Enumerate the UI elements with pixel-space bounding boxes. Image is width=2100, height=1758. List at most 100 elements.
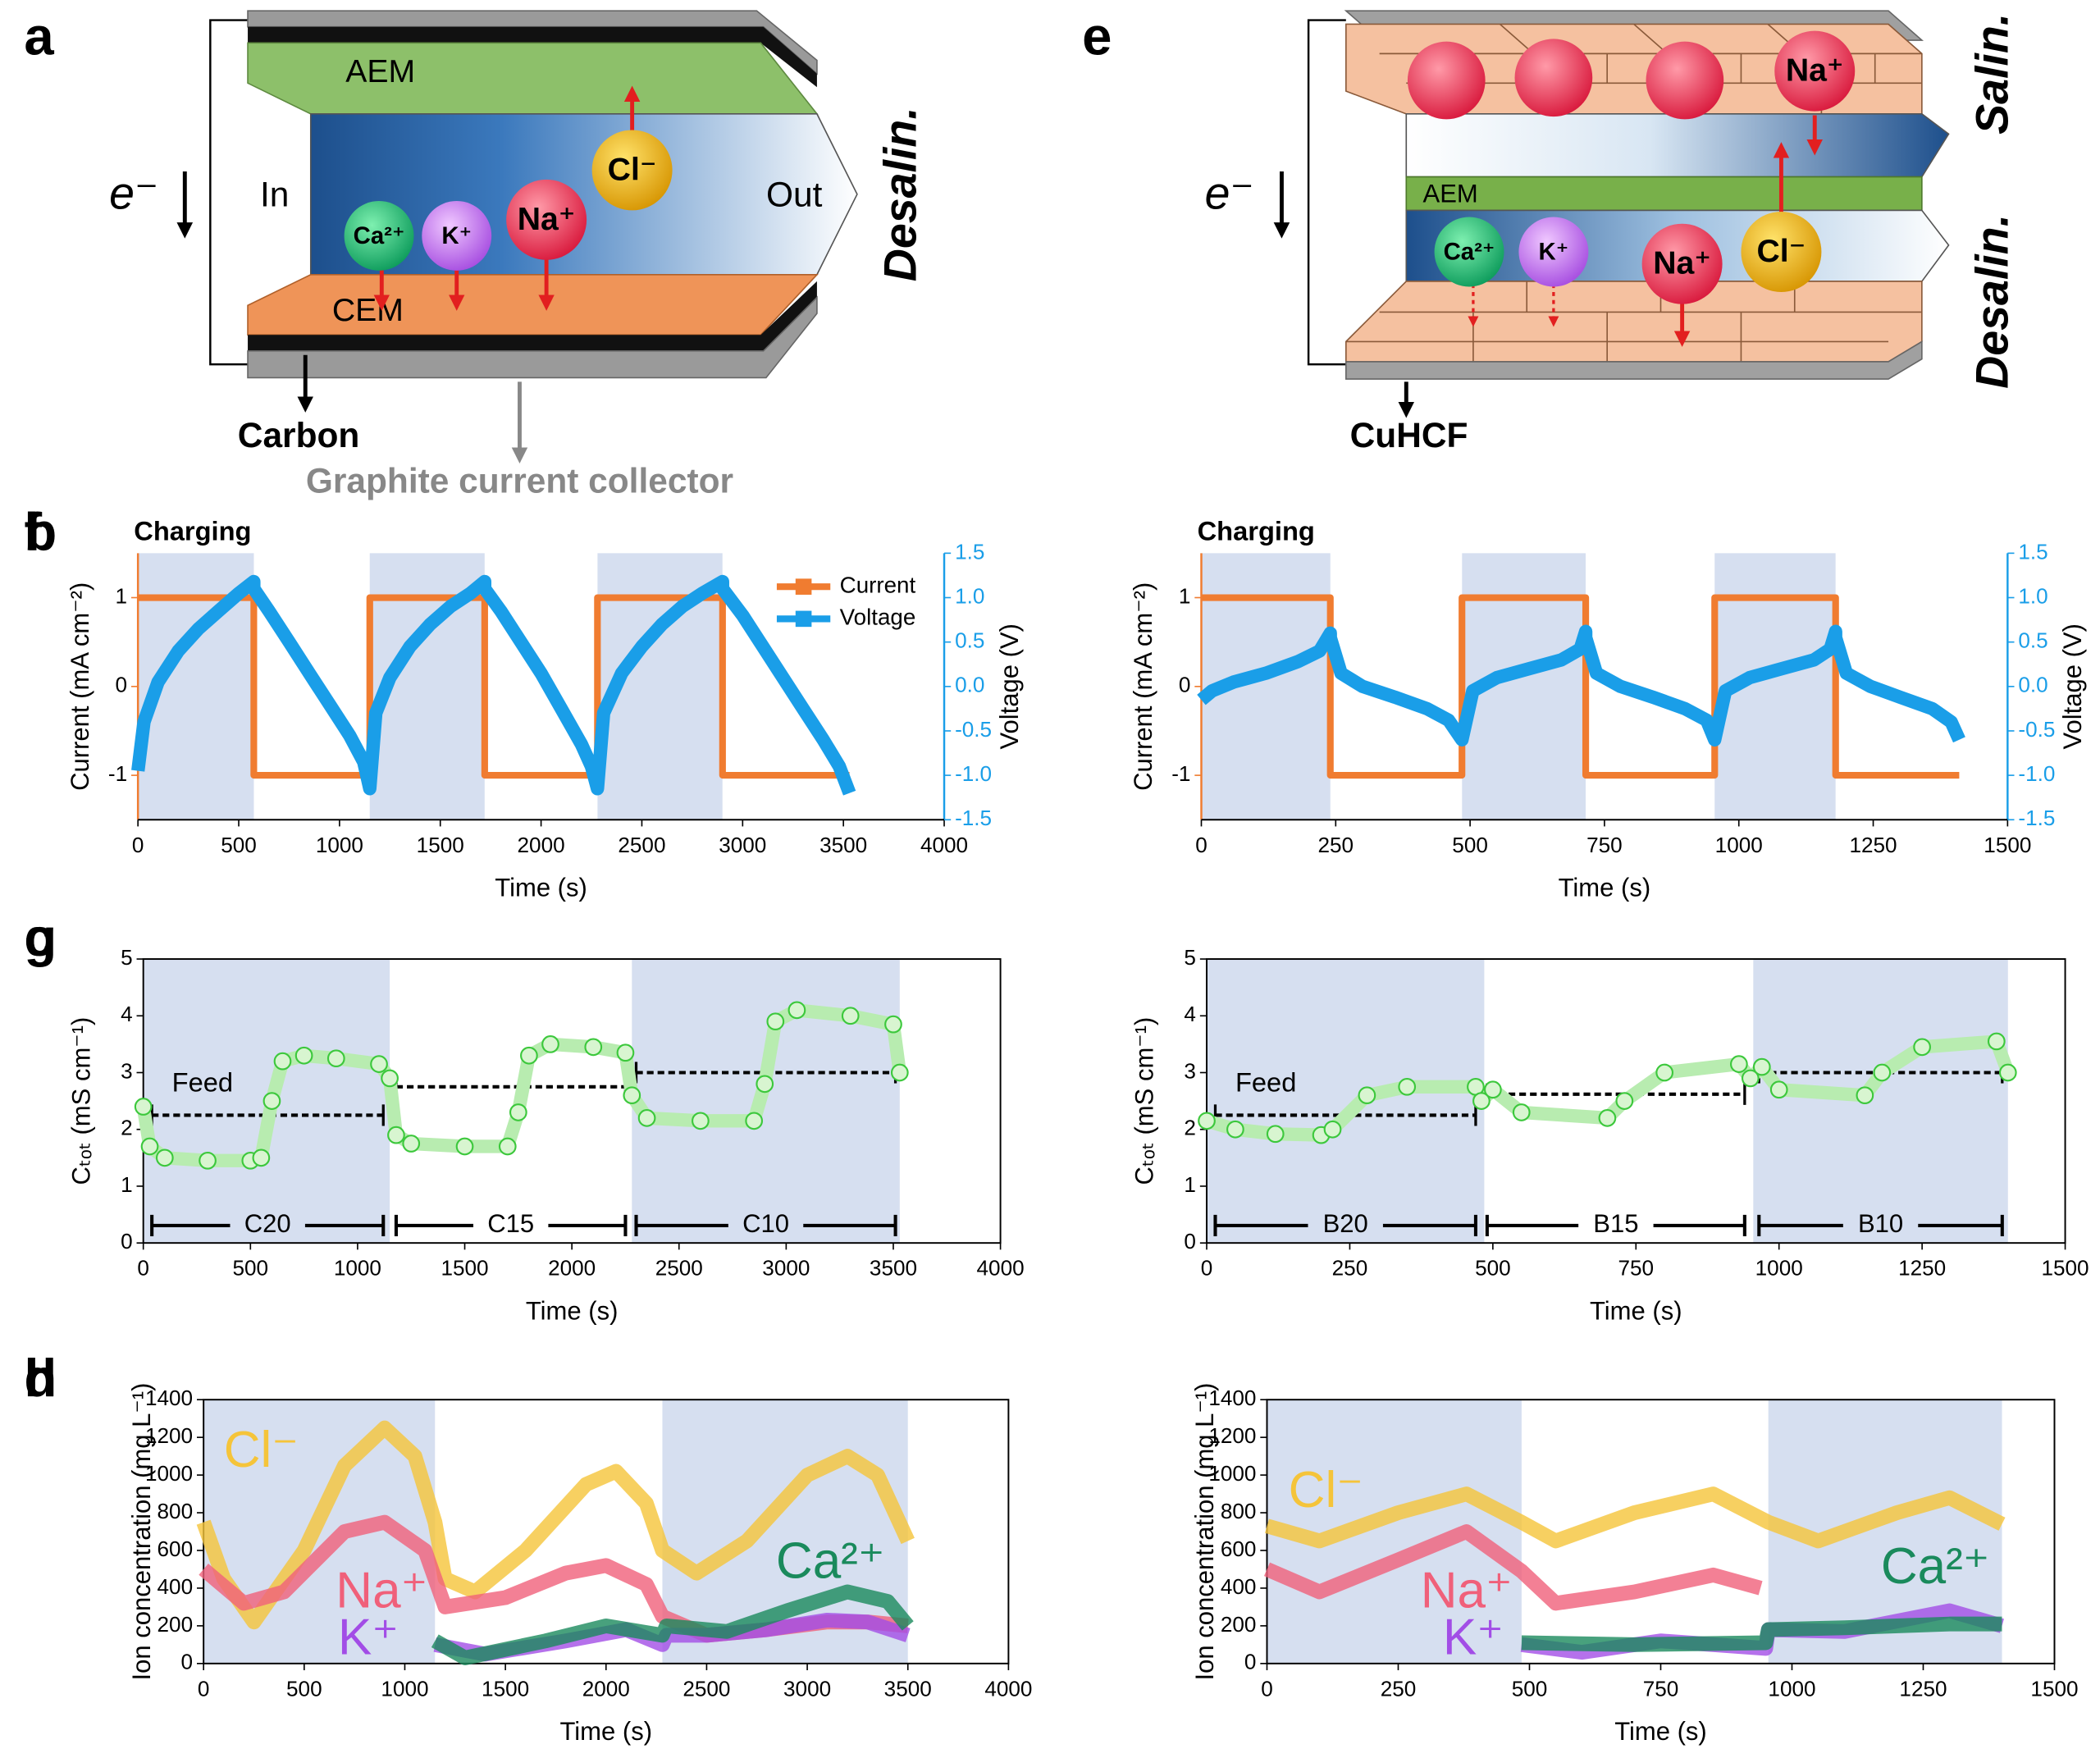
y2-tick-label: -1.5 <box>2018 806 2055 830</box>
panel-label: h <box>24 1348 57 1408</box>
aem <box>1405 176 1923 212</box>
ion <box>422 200 492 271</box>
series-label: Na⁺ <box>336 1562 427 1619</box>
series-label: Na⁺ <box>1421 1562 1513 1619</box>
x-tick-label: 2000 <box>582 1676 630 1701</box>
y-axis-title: Current (mA cm⁻²) <box>1129 582 1157 791</box>
ion-label: Na⁺ <box>1786 53 1844 89</box>
y-axis-title: Cₜₒₜ (mS cm⁻¹) <box>66 1017 95 1185</box>
chart-title: Charging <box>1198 515 1315 546</box>
y2-tick-label: 1.5 <box>2018 539 2048 564</box>
range-label: C20 <box>244 1209 291 1238</box>
y-tick-label: 600 <box>1221 1537 1257 1561</box>
data-point <box>134 1098 153 1116</box>
label: Desalin. <box>875 107 926 281</box>
data-point <box>692 1112 710 1130</box>
y-tick-label: 1000 <box>1208 1461 1256 1486</box>
x-tick-label: 1500 <box>417 833 464 857</box>
cuhcf <box>1345 281 1923 363</box>
data-point <box>1512 1103 1531 1121</box>
x-tick-label: 3000 <box>762 1256 810 1281</box>
y2-tick-label: 0.0 <box>955 673 984 697</box>
ion-label: Ca²⁺ <box>354 222 405 249</box>
data-point <box>884 1015 902 1034</box>
y-tick-label: 1200 <box>145 1423 193 1448</box>
y-tick-label: 400 <box>1221 1574 1257 1599</box>
y-tick-label: 1000 <box>145 1461 193 1486</box>
x-tick-label: 1250 <box>1899 1676 1947 1701</box>
schematic-e: e Na⁺ Ca²⁺ K⁺ Na⁺ Cl⁻ AEM Salin. Desalin… <box>1082 6 2017 454</box>
ion <box>1741 212 1822 292</box>
data-point <box>1741 1069 1760 1088</box>
y-tick-label: 5 <box>1184 945 1196 970</box>
y-axis-title: Ion concentration (mg L⁻¹) <box>127 1383 156 1681</box>
y-tick-label: -1 <box>1171 761 1190 786</box>
data-point <box>584 1038 603 1057</box>
x-tick-label: 0 <box>1261 1676 1273 1701</box>
panel-label: e <box>1082 6 1112 66</box>
y2-tick-label: -1.5 <box>955 806 992 830</box>
label: Desalin. <box>1966 214 2017 389</box>
x-tick-label: 1500 <box>441 1256 488 1281</box>
x-axis-title: Time (s) <box>559 1717 652 1746</box>
y2-tick-label: 1.0 <box>2018 583 2048 608</box>
collector <box>247 295 818 379</box>
ion <box>1514 39 1593 117</box>
y2-tick-label: 0.5 <box>955 628 984 653</box>
ion <box>591 130 673 211</box>
x-tick-label: 0 <box>198 1676 210 1701</box>
range-label: B20 <box>1323 1209 1368 1238</box>
label: CEM <box>332 293 404 328</box>
x-tick-label: 1500 <box>2042 1256 2089 1281</box>
data-point <box>1358 1086 1376 1105</box>
x-tick-label: 500 <box>221 833 257 857</box>
x-tick-label: 500 <box>1512 1676 1548 1701</box>
data-point <box>155 1148 174 1167</box>
data-point <box>140 1137 159 1156</box>
x-axis-title: Time (s) <box>526 1296 619 1325</box>
series-line <box>131 574 856 796</box>
carbon <box>248 26 817 88</box>
y-tick-label: 1200 <box>1208 1423 1256 1448</box>
y2-tick-label: 0.5 <box>2018 628 2048 653</box>
y-tick-label: 3 <box>121 1058 133 1083</box>
x-tick-label: 2500 <box>655 1256 703 1281</box>
y-tick-label: 0 <box>1184 1229 1196 1253</box>
label: In <box>260 175 289 213</box>
y-axis-title: Cₜₒₜ (mS cm⁻¹) <box>1130 1017 1159 1185</box>
collector <box>1345 340 1923 380</box>
series-line <box>1263 1524 1763 1611</box>
data-point <box>387 1126 405 1144</box>
legend-label: Current <box>840 573 916 598</box>
panel-label: a <box>24 6 54 66</box>
ion <box>1518 217 1589 287</box>
x-tick-label: 1250 <box>1849 833 1897 857</box>
legend-label: Voltage <box>840 605 916 630</box>
x-tick-label: 1000 <box>1768 1676 1815 1701</box>
y-tick-label: 2 <box>121 1116 133 1140</box>
ion-label: Cl⁻ <box>1756 234 1806 269</box>
x-tick-label: 3000 <box>719 833 766 857</box>
data-point <box>756 1075 774 1094</box>
ion-label: Na⁺ <box>518 202 576 237</box>
y-axis-title: Current (mA cm⁻²) <box>66 582 94 791</box>
wire <box>1307 19 1346 366</box>
x-axis-title: Time (s) <box>1559 873 1651 902</box>
x-tick-label: 2500 <box>618 833 665 857</box>
y2-tick-label: -1.0 <box>2018 761 2055 786</box>
y-tick-label: 0 <box>116 673 128 697</box>
series-label: K⁺ <box>1443 1609 1504 1665</box>
x-tick-label: 1000 <box>381 1676 428 1701</box>
label: CuHCF <box>1350 416 1468 454</box>
series-label: K⁺ <box>338 1609 399 1665</box>
series-label: Ca²⁺ <box>1881 1538 1990 1595</box>
ion-label: Ca²⁺ <box>1444 238 1495 265</box>
label: Out <box>766 175 823 213</box>
y-tick-label: 0 <box>1244 1650 1257 1674</box>
ion <box>1434 217 1504 287</box>
x-tick-label: 3000 <box>783 1676 831 1701</box>
y-tick-label: 1 <box>1179 583 1191 608</box>
ion-label: K⁺ <box>441 222 472 249</box>
x-axis-title: Time (s) <box>1590 1296 1682 1325</box>
y-tick-label: 1 <box>1184 1172 1196 1197</box>
